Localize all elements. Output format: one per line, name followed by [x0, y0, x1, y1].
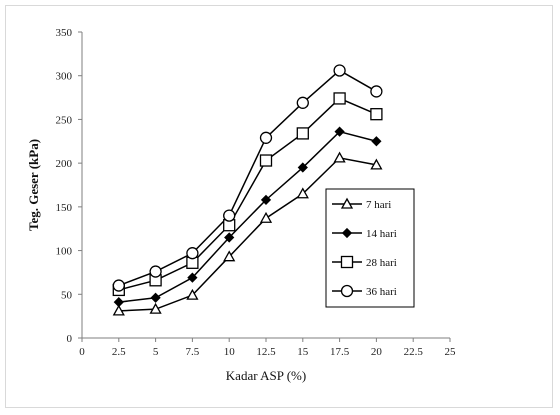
data-point-1-3: [224, 232, 235, 243]
y-tick-label: 250: [56, 114, 73, 126]
legend-box: [325, 188, 415, 308]
legend-label: 28 hari: [366, 257, 397, 269]
data-point-3-1: [149, 265, 162, 278]
x-tick-label: 22.5: [404, 346, 424, 358]
x-tick-label: 10: [224, 346, 236, 358]
legend-label: 14 hari: [366, 228, 397, 240]
axes: [78, 31, 451, 342]
x-axis-title: Kadar ASP (%): [226, 368, 306, 383]
data-point-1-4: [260, 194, 272, 205]
series-line-3: [118, 69, 377, 287]
data-point-2-6: [333, 92, 346, 105]
data-point-3-5: [296, 96, 309, 109]
legend-marker-0: [340, 197, 354, 209]
x-tick-label: 15: [297, 346, 309, 358]
series-line-0: [118, 157, 377, 312]
y-tick-label: 300: [56, 71, 73, 83]
x-tick-label: 0: [79, 346, 85, 358]
legend: 7 hari 14 hari 28 hari 36 hari: [325, 188, 415, 308]
data-point-1-2: [187, 272, 198, 283]
series-line-1: [118, 130, 377, 303]
legend-marker-3: [340, 284, 354, 298]
legend-label: 36 hari: [366, 286, 397, 298]
x-tick-label: 12.5: [256, 346, 276, 358]
x-tick-label: 20: [371, 346, 383, 358]
y-tick-label: 50: [61, 289, 73, 301]
data-point-2-4: [259, 154, 273, 167]
x-tick-label: 5: [153, 346, 159, 358]
data-point-3-0: [112, 279, 125, 292]
data-point-3-3: [223, 209, 236, 222]
data-point-0-0: [112, 304, 125, 316]
data-point-0-2: [186, 288, 199, 300]
data-point-0-3: [223, 250, 236, 262]
data-point-0-7: [370, 158, 383, 170]
series-markers: [112, 64, 383, 316]
legend-marker-1: [341, 227, 353, 239]
y-tick-label: 100: [56, 246, 73, 258]
x-tick-label: 17.5: [330, 346, 350, 358]
data-point-1-6: [334, 126, 345, 137]
data-point-3-6: [333, 64, 346, 77]
y-axis-title: Teg. Geser (kPa): [26, 139, 41, 231]
y-tick-label: 350: [56, 27, 73, 39]
data-point-1-5: [297, 162, 308, 173]
x-tick-label: 2.5: [112, 346, 126, 358]
chart-frame: [5, 5, 553, 408]
x-tick-label: 25: [445, 346, 457, 358]
data-point-1-0: [113, 297, 124, 308]
legend-marker-2: [340, 255, 354, 269]
data-point-0-4: [259, 211, 273, 223]
tick-labels: 0 2.5 5 7.5 10 12.5 15 17.5 20 22.5 25050100150200…: [56, 27, 457, 358]
data-point-3-2: [186, 247, 199, 260]
data-point-2-5: [296, 127, 309, 140]
y-tick-label: 0: [67, 333, 73, 345]
data-point-1-1: [150, 292, 161, 303]
data-point-2-7: [370, 108, 383, 121]
legend-label: 7 hari: [366, 199, 391, 211]
y-tick-label: 150: [56, 202, 73, 214]
data-point-0-1: [149, 302, 162, 314]
data-point-1-7: [371, 136, 382, 147]
data-point-0-6: [333, 151, 346, 163]
data-point-3-7: [370, 85, 383, 98]
x-tick-label: 7.5: [186, 346, 200, 358]
y-tick-label: 200: [56, 158, 73, 170]
data-point-0-5: [296, 187, 309, 199]
data-point-3-4: [259, 131, 273, 144]
